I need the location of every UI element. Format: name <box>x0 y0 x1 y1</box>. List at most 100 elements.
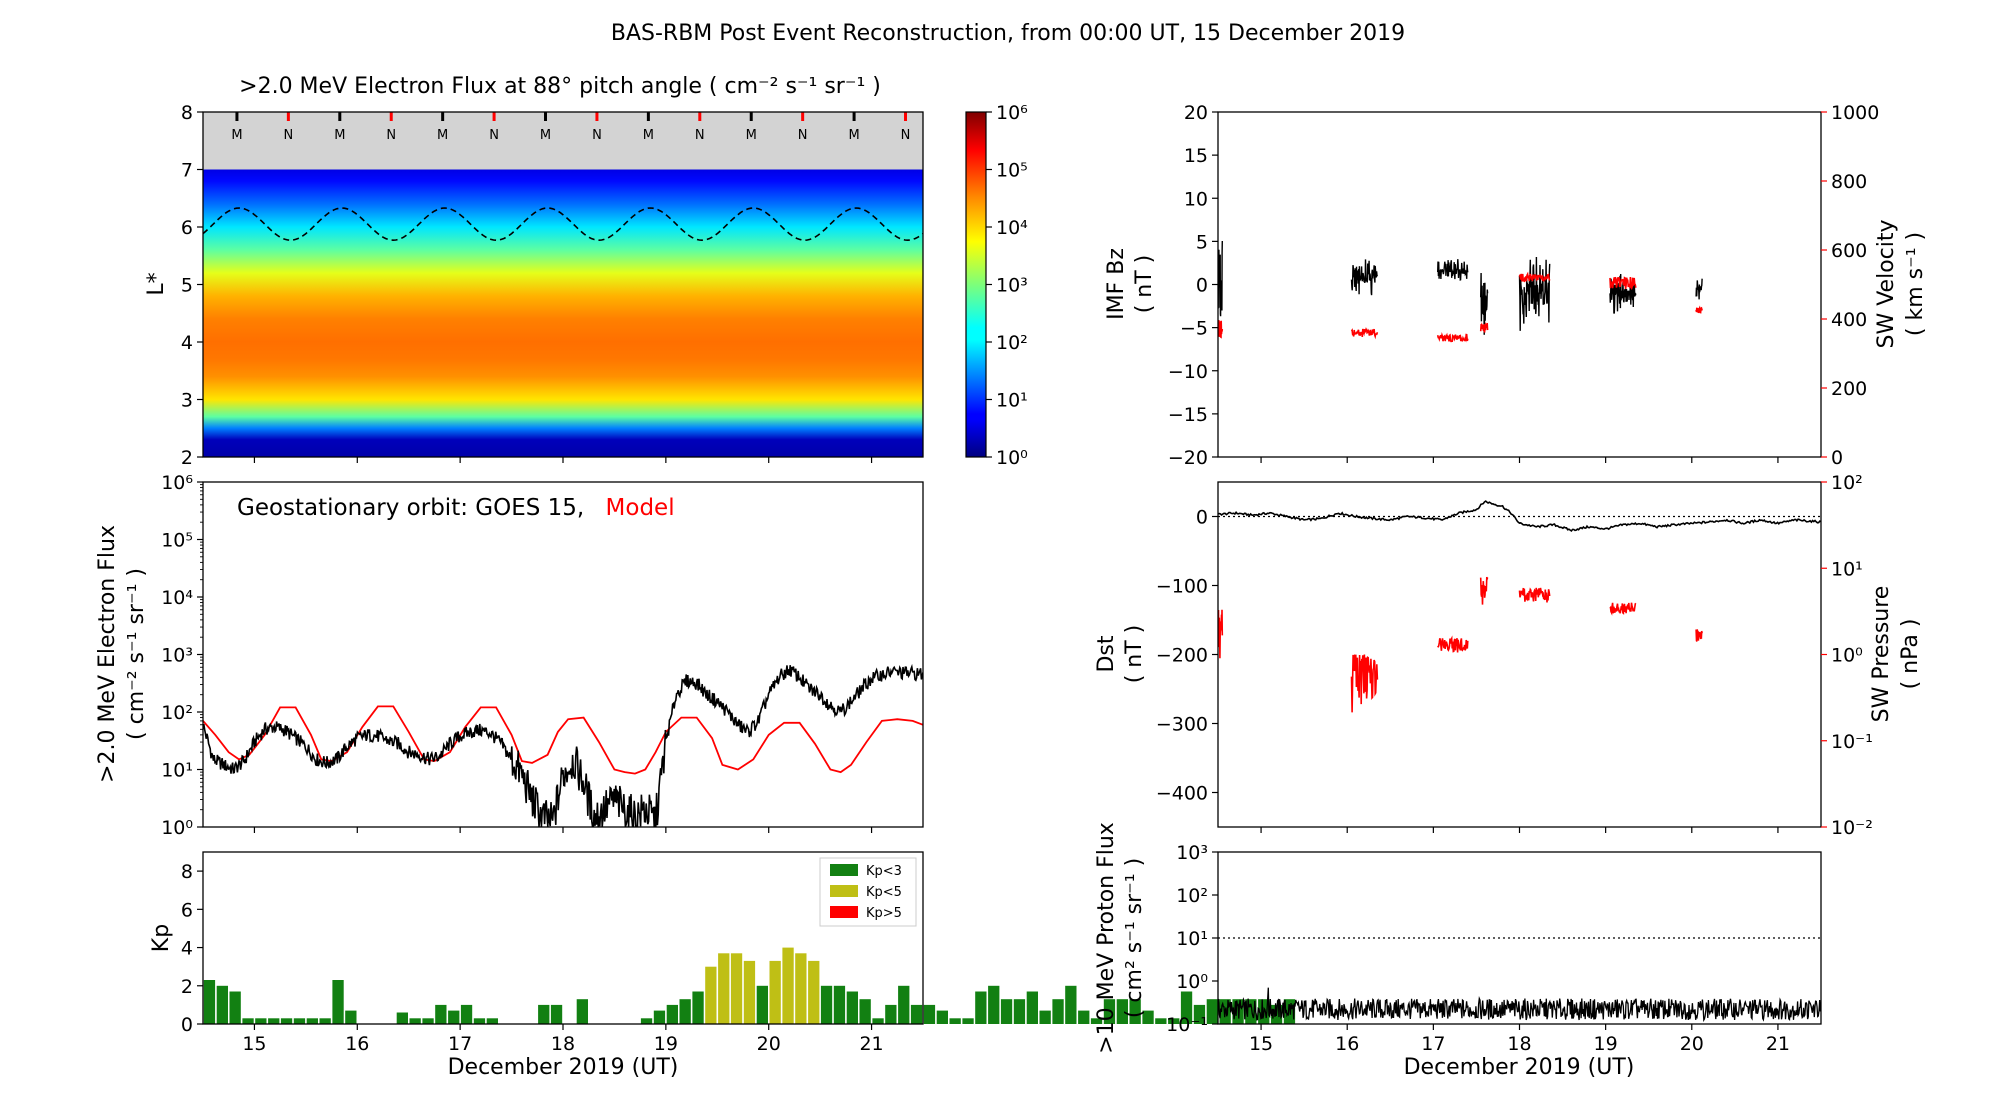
kp-bar <box>885 1004 897 1024</box>
sw-pressure-line <box>1218 576 1703 713</box>
geo-y-axis: 10⁰ 10¹ 10² 10³ 10⁴ 10⁵ 10⁶ <box>161 472 203 839</box>
imf-y-tick-label: −15 <box>1168 404 1208 426</box>
kp-bar <box>962 1018 974 1024</box>
kp-bar <box>550 1004 563 1024</box>
kp-bar <box>255 1018 267 1024</box>
kp-bar <box>473 1018 486 1024</box>
kp-bar <box>448 1010 460 1024</box>
kp-legend-low: Kp<3 <box>866 864 902 879</box>
kp-bar <box>936 1010 948 1024</box>
figure-title: BAS-RBM Post Event Reconstruction, from … <box>611 21 1405 46</box>
sw-velocity-label-line2: ( km s⁻¹ ) <box>1903 232 1928 336</box>
kp-x-tick-label: 17 <box>448 1033 472 1055</box>
colorbar-tick-label: 10² <box>996 332 1028 354</box>
geo-y-label-line1: >2.0 MeV Electron Flux <box>95 525 120 783</box>
kp-bar <box>268 1018 280 1024</box>
kp-bar <box>1168 1018 1180 1024</box>
proton-y-tick-label: 10¹ <box>1176 928 1208 950</box>
kp-bar <box>820 985 833 1024</box>
map-y-tick-label: 6 <box>181 217 193 239</box>
proton-y-tick-label: 10² <box>1176 885 1208 907</box>
kp-bar <box>1026 991 1038 1024</box>
kp-bar <box>756 985 768 1024</box>
marker-label: N <box>695 128 705 143</box>
proton-y-axis: 10⁻¹ 10⁰ 10¹ 10² 10³ <box>1166 842 1218 1036</box>
goes15-flux-line <box>203 663 923 827</box>
kp-bar <box>898 985 910 1024</box>
proton-x-tick-label: 19 <box>1594 1033 1618 1055</box>
kp-bar <box>538 1004 550 1024</box>
sw-velocity-y-tick-label: 800 <box>1831 171 1867 193</box>
kp-x-tick-label: 20 <box>757 1033 781 1055</box>
sw-pressure-y-tick-label: 10¹ <box>1831 558 1863 580</box>
proton-flux-chart: 10⁻¹ 10⁰ 10¹ 10² 10³ >10 MeV Proton Flux ( c… <box>1094 822 1822 1080</box>
geo-y-tick-label: 10² <box>161 702 193 724</box>
kp-bar <box>345 1010 357 1024</box>
marker-label: N <box>489 128 499 143</box>
kp-bar <box>242 1018 254 1024</box>
kp-bar <box>730 953 743 1024</box>
map-y-axis: 2 3 4 5 6 7 8 <box>181 102 203 469</box>
marker-label: N <box>284 128 294 143</box>
kp-bar <box>872 1018 884 1024</box>
kp-legend-high: Kp>5 <box>866 906 902 921</box>
dst-y-axis: −400 −300 −200 −100 0 <box>1156 507 1218 805</box>
kp-bar <box>422 1018 434 1024</box>
kp-bar <box>203 980 216 1024</box>
dst-y-tick-label: −200 <box>1156 645 1208 667</box>
kp-y-label: Kp <box>149 924 174 952</box>
geo-y-tick-label: 10⁵ <box>161 530 193 552</box>
marker-label: M <box>231 128 242 143</box>
kp-bar <box>1065 985 1077 1024</box>
kp-bar <box>743 960 756 1024</box>
kp-bar <box>769 960 781 1024</box>
sw-velocity-y-tick-label: 600 <box>1831 240 1867 262</box>
kp-index-chart: 0 2 4 6 8 Kp Kp<3 Kp<5 Kp>5 15 16 17 18 19 20 21 D… <box>149 851 1296 1080</box>
sw-pressure-y-tick-label: 10² <box>1831 472 1863 494</box>
kp-bar <box>409 1018 421 1024</box>
map-title: >2.0 MeV Electron Flux at 88° pitch angl… <box>239 74 881 99</box>
kp-bar <box>640 1018 653 1024</box>
map-y-tick-label: 3 <box>181 390 193 412</box>
sw-pressure-label-line2: ( nPa ) <box>1898 619 1923 690</box>
kp-bar <box>1155 1018 1167 1024</box>
kp-legend: Kp<3 Kp<5 Kp>5 <box>819 857 917 927</box>
imf-y-tick-label: 5 <box>1196 231 1208 253</box>
dst-y-tick-label: −400 <box>1156 783 1208 805</box>
kp-bar <box>576 999 588 1024</box>
geo-annotation-goes: Geostationary orbit: GOES 15, <box>237 495 584 521</box>
proton-x-tick-label: 18 <box>1507 1033 1531 1055</box>
kp-bar <box>280 1018 293 1024</box>
kp-bar <box>1078 1010 1090 1024</box>
dst-y-tick-label: −100 <box>1156 576 1208 598</box>
proton-y-label-line2: ( cm² s⁻¹ sr⁻¹ ) <box>1122 858 1147 1018</box>
map-y-tick-label: 5 <box>181 275 193 297</box>
proton-x-tick-label: 17 <box>1421 1033 1445 1055</box>
kp-bar <box>486 1018 498 1024</box>
kp-y-tick-label: 8 <box>181 861 193 883</box>
dst-x-ticks <box>1260 827 1779 833</box>
proton-x-tick-label: 15 <box>1249 1033 1273 1055</box>
kp-bar <box>1129 999 1141 1024</box>
map-y-label: L* <box>144 272 169 295</box>
right-x-axis-label: December 2019 (UT) <box>1404 1055 1635 1080</box>
map-data-limit-region <box>203 112 923 170</box>
colorbar-tick-label: 10⁵ <box>996 160 1028 182</box>
colorbar-tick-label: 10³ <box>996 275 1028 297</box>
kp-bar <box>1283 999 1296 1024</box>
dst-y-tick-label: −300 <box>1156 714 1208 736</box>
kp-bar <box>653 1010 666 1024</box>
sw-velocity-label-line1: SW Velocity <box>1874 219 1899 348</box>
kp-bar <box>435 1004 447 1024</box>
kp-bar <box>229 991 241 1024</box>
imf-bz-line <box>1218 240 1703 335</box>
marker-label: M <box>437 128 448 143</box>
map-y-tick-label: 4 <box>181 332 193 354</box>
imf-y-tick-label: −10 <box>1168 361 1208 383</box>
kp-bars <box>203 947 1296 1024</box>
dst-axes-frame <box>1217 481 1822 828</box>
colorbar-ticks: 10⁰ 10¹ 10² 10³ 10⁴ 10⁵ 10⁶ <box>986 102 1028 469</box>
kp-bar <box>306 1018 318 1024</box>
